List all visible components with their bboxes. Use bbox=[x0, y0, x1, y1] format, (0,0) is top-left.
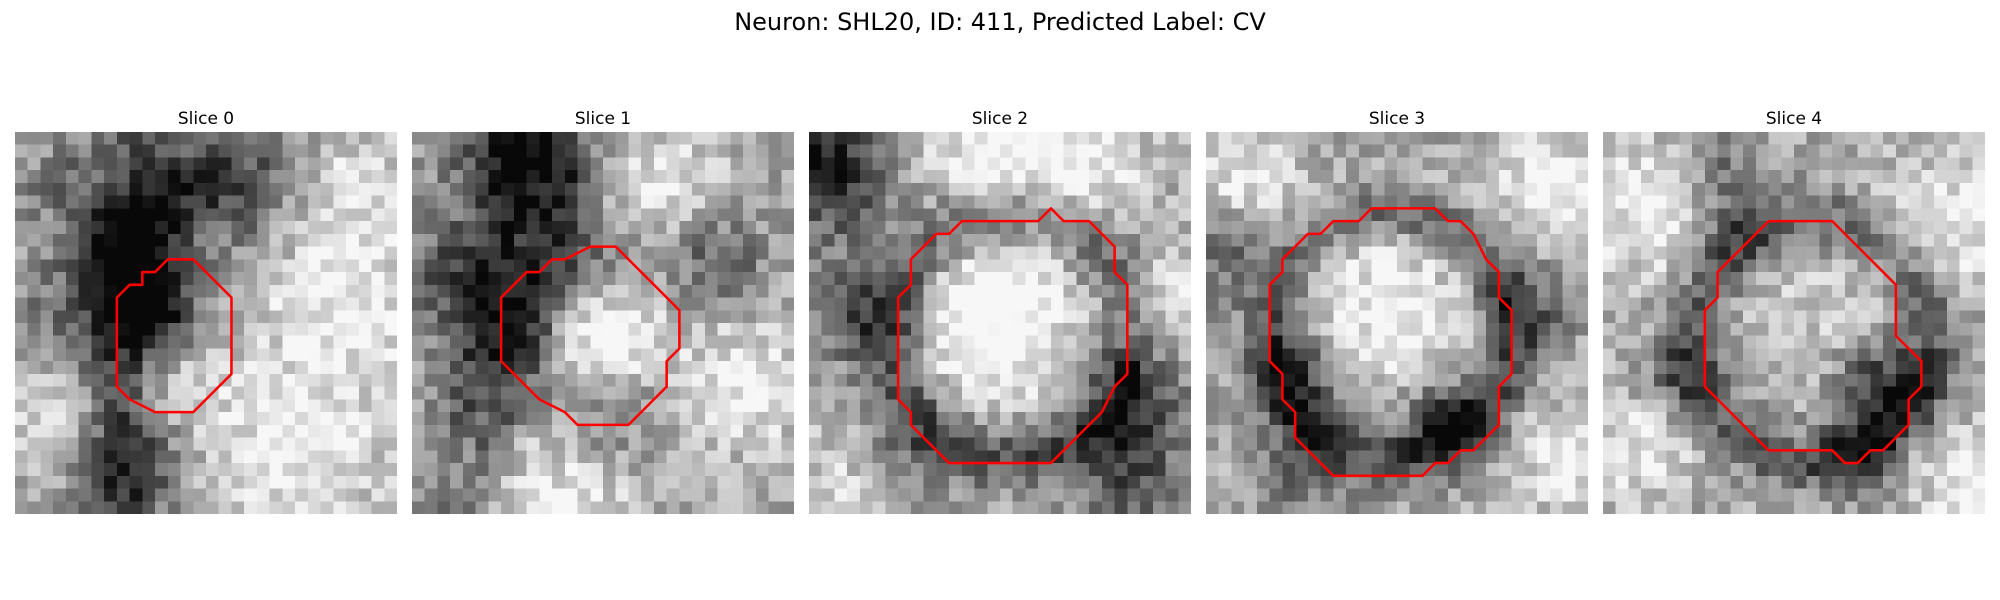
segmentation-contour bbox=[896, 207, 1129, 465]
pixel-grid bbox=[412, 132, 794, 514]
slice-image-3 bbox=[1206, 132, 1588, 514]
slice-panel-0: Slice 0 bbox=[15, 108, 397, 514]
slice-title-3: Slice 3 bbox=[1368, 109, 1426, 129]
slice-title-0: Slice 0 bbox=[177, 109, 235, 129]
pixel-grid bbox=[15, 132, 397, 514]
slice-image-2 bbox=[809, 132, 1191, 514]
slice-image-4 bbox=[1603, 132, 1985, 514]
slice-title-4: Slice 4 bbox=[1765, 109, 1823, 129]
pixel-grid bbox=[809, 132, 1191, 514]
segmentation-contour bbox=[1268, 207, 1513, 478]
segmentation-contour bbox=[499, 245, 681, 427]
slice-image-1 bbox=[412, 132, 794, 514]
slice-panel-3: Slice 3 bbox=[1206, 108, 1588, 514]
slice-panel-1: Slice 1 bbox=[412, 108, 794, 514]
slice-title-1: Slice 1 bbox=[574, 109, 632, 129]
slice-title-2: Slice 2 bbox=[971, 109, 1029, 129]
slice-panel-2: Slice 2 bbox=[809, 108, 1191, 514]
pixel-grid bbox=[1206, 132, 1588, 514]
pixel-grid bbox=[1603, 132, 1985, 514]
figure-title: Neuron: SHL20, ID: 411, Predicted Label:… bbox=[734, 8, 1266, 36]
slice-image-0 bbox=[15, 132, 397, 514]
segmentation-contour bbox=[1703, 219, 1923, 465]
slice-panel-4: Slice 4 bbox=[1603, 108, 1985, 514]
segmentation-contour bbox=[115, 258, 233, 414]
